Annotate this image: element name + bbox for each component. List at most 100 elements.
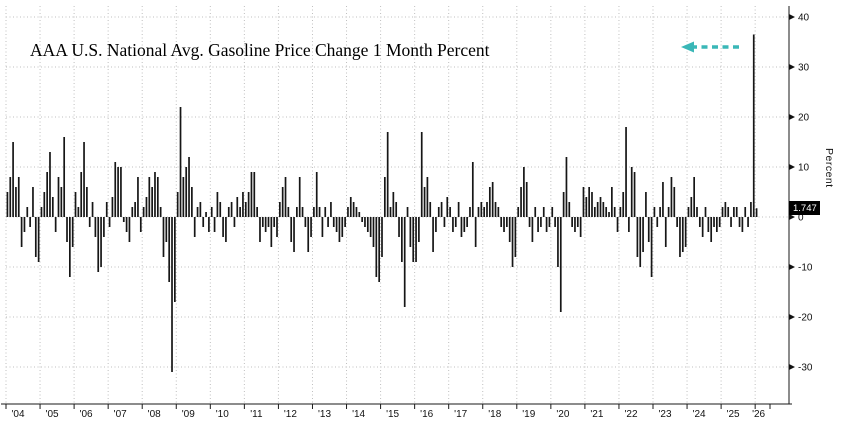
x-tick-label: '17	[454, 409, 467, 420]
x-tick-label: '09	[182, 409, 195, 420]
bar	[86, 187, 88, 217]
bar	[647, 217, 650, 242]
x-tick-label: '26	[752, 409, 765, 420]
bar	[290, 217, 293, 242]
bar	[568, 202, 571, 217]
bar	[193, 217, 196, 237]
bar	[477, 207, 480, 217]
bar	[12, 142, 14, 217]
x-tick-label: '15	[386, 409, 399, 420]
bar	[165, 217, 168, 242]
bar	[622, 192, 625, 217]
bar	[40, 207, 43, 217]
bar	[287, 207, 290, 217]
x-tick-label: '22	[624, 409, 637, 420]
bar	[261, 217, 264, 227]
bar	[270, 217, 273, 247]
bar	[528, 217, 531, 227]
bar	[517, 207, 520, 217]
bar	[159, 207, 162, 217]
x-tick-label: '18	[488, 409, 501, 420]
bar	[619, 207, 622, 217]
bar	[273, 217, 276, 227]
bar	[718, 217, 721, 227]
bar	[602, 202, 605, 217]
bar	[148, 177, 151, 217]
bar	[131, 207, 134, 217]
bar	[386, 132, 389, 217]
bar	[698, 217, 701, 227]
bar	[676, 217, 678, 227]
bar	[679, 217, 681, 257]
bar	[222, 217, 224, 237]
bar	[474, 217, 477, 247]
bar	[256, 207, 258, 217]
bar	[687, 207, 690, 217]
bar	[202, 217, 205, 227]
x-tick-label: '07	[114, 409, 127, 420]
bar	[137, 177, 139, 217]
x-tick-label: '13	[318, 409, 331, 420]
bar	[662, 182, 664, 217]
bar	[454, 217, 457, 227]
bar	[426, 177, 429, 217]
y-axis-tick	[789, 114, 795, 120]
bar	[591, 192, 593, 217]
bar	[571, 217, 573, 227]
bar	[537, 217, 539, 232]
bar	[54, 217, 57, 232]
bar	[520, 187, 522, 217]
bar	[20, 217, 23, 247]
bar	[557, 217, 559, 267]
bar	[551, 207, 554, 217]
bar	[117, 167, 119, 217]
bar	[88, 217, 91, 227]
bar	[242, 192, 244, 217]
bar	[576, 217, 579, 227]
bar	[15, 187, 17, 217]
bar	[755, 208, 758, 217]
bar	[208, 217, 210, 232]
bar	[108, 217, 111, 227]
bar	[196, 207, 199, 217]
bar	[503, 217, 505, 232]
bar	[179, 107, 182, 217]
bar	[713, 217, 715, 227]
bar	[219, 202, 222, 217]
bar	[645, 192, 647, 217]
bar	[497, 207, 500, 217]
bar	[611, 187, 613, 217]
bar	[616, 217, 619, 232]
bar	[330, 202, 332, 217]
bar	[670, 177, 673, 217]
bar	[540, 217, 542, 227]
bar	[23, 217, 26, 232]
bar	[701, 217, 704, 237]
bar	[452, 217, 454, 232]
bar	[440, 202, 443, 217]
bar	[182, 177, 185, 217]
annotation-arrow-icon	[681, 40, 743, 54]
x-tick-label: '06	[80, 409, 93, 420]
bar	[693, 177, 695, 217]
bar	[34, 217, 37, 257]
bar	[185, 167, 188, 217]
bar	[491, 182, 494, 217]
bar	[188, 157, 190, 217]
bar	[332, 217, 335, 227]
bar	[358, 212, 361, 217]
bar	[395, 202, 398, 217]
bar	[37, 217, 40, 262]
bar	[145, 197, 148, 217]
bar	[545, 217, 548, 232]
bar	[100, 217, 102, 267]
bar	[247, 192, 250, 217]
bar	[471, 162, 474, 217]
bar	[639, 217, 642, 267]
bar	[111, 197, 114, 217]
bar	[174, 217, 176, 302]
x-tick-label: '14	[352, 409, 365, 420]
bar	[250, 172, 253, 217]
bar	[301, 207, 304, 217]
